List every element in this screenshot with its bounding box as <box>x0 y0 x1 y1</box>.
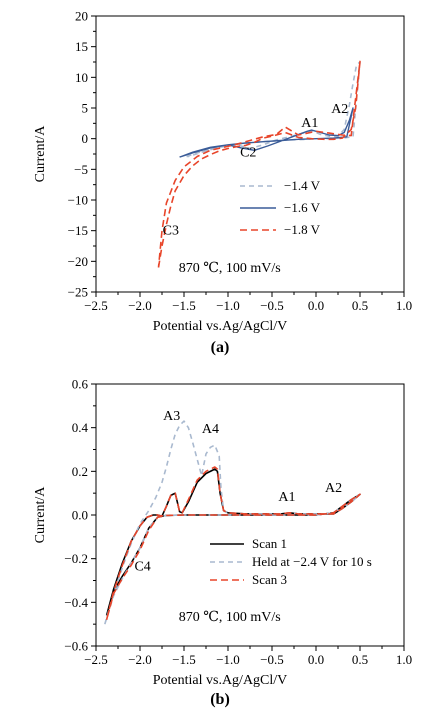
series-line-0 <box>105 468 361 616</box>
y-tick-label: −15 <box>68 223 88 238</box>
y-tick-label: −20 <box>68 254 88 269</box>
annotation-label: 870 ℃, 100 mV/s <box>179 610 281 625</box>
x-tick-label: −1.0 <box>216 298 240 313</box>
annotation-label: A3 <box>163 409 180 424</box>
x-tick-label: −0.5 <box>260 652 284 667</box>
annotation-label: A2 <box>331 102 348 117</box>
x-tick-label: 0.5 <box>352 298 368 313</box>
y-axis-label: Current/A <box>33 486 48 544</box>
y-tick-label: −5 <box>74 162 88 177</box>
y-tick-label: 5 <box>82 101 89 116</box>
x-tick-label: 1.0 <box>396 298 412 313</box>
x-tick-label: 0.0 <box>308 652 324 667</box>
annotation-label: A2 <box>325 481 342 496</box>
panel-label: (a) <box>211 339 230 356</box>
y-tick-label: 0.2 <box>72 464 88 479</box>
x-tick-label: 0.0 <box>308 298 324 313</box>
y-tick-label: 0.4 <box>72 420 89 435</box>
x-tick-label: −2.0 <box>128 298 152 313</box>
annotation-label: C3 <box>163 223 179 238</box>
y-tick-label: −0.2 <box>64 551 88 566</box>
series-line-2 <box>157 60 361 268</box>
series-line-2 <box>105 466 361 621</box>
x-axis-label: Potential vs.Ag/AgCl/V <box>153 673 288 688</box>
y-tick-label: −0.6 <box>64 639 88 654</box>
y-tick-label: 0 <box>82 131 89 146</box>
chart-panel-b: −2.5 −2.0 −1.5 −1.0 −0.5 0.0 0.5 1.0 −0.6 −0.4 −0.… <box>33 377 412 709</box>
annotation-label: A4 <box>202 422 219 437</box>
series-group <box>104 420 361 625</box>
y-tick-label: 15 <box>75 39 88 54</box>
legend: Scan 1 Held at −2.4 V for 10 s Scan 3 <box>210 536 372 587</box>
x-tick-label: −2.5 <box>84 298 108 313</box>
annotation-label: 870 ℃, 100 mV/s <box>179 261 281 276</box>
y-tick-label: −25 <box>68 285 88 300</box>
series-line-0 <box>186 61 361 158</box>
series-line-1 <box>179 107 354 158</box>
y-tick-label: −10 <box>68 193 88 208</box>
legend-entry-label: Scan 3 <box>252 572 287 587</box>
legend: −1.4 V −1.6 V −1.8 V <box>240 178 321 237</box>
legend-entry-label: −1.8 V <box>284 222 321 237</box>
series-group <box>157 60 361 268</box>
x-tick-label: −1.0 <box>216 652 240 667</box>
legend-entry-label: −1.4 V <box>284 178 321 193</box>
chart-panel-a: −2.5 −2.0 −1.5 −1.0 −0.5 0.0 0.5 1.0 −25 −20 −15 −1… <box>33 9 412 357</box>
y-tick-label: 20 <box>75 9 88 24</box>
x-tick-label: −1.5 <box>172 298 196 313</box>
x-axis-label: Potential vs.Ag/AgCl/V <box>153 319 288 334</box>
annotation-label: A1 <box>278 490 295 505</box>
legend-entry-label: Scan 1 <box>252 536 287 551</box>
x-tick-label: 1.0 <box>396 652 412 667</box>
annotation-label: C2 <box>240 145 256 160</box>
annotation-label: C4 <box>134 560 150 575</box>
y-tick-label: −0.4 <box>64 595 88 610</box>
annotation-label: A1 <box>301 116 318 131</box>
x-tick-label: −0.5 <box>260 298 284 313</box>
y-tick-label: 0.0 <box>72 508 88 523</box>
legend-entry-label: −1.6 V <box>284 200 321 215</box>
panel-label: (b) <box>210 691 230 708</box>
legend-entry-label: Held at −2.4 V for 10 s <box>252 554 372 569</box>
y-tick-label: 10 <box>75 70 88 85</box>
x-tick-label: −2.0 <box>128 652 152 667</box>
x-tick-label: −1.5 <box>172 652 196 667</box>
y-tick-label: 0.6 <box>72 377 89 392</box>
x-tick-label: 0.5 <box>352 652 368 667</box>
x-tick-label: −2.5 <box>84 652 108 667</box>
y-axis-label: Current/A <box>33 125 48 183</box>
